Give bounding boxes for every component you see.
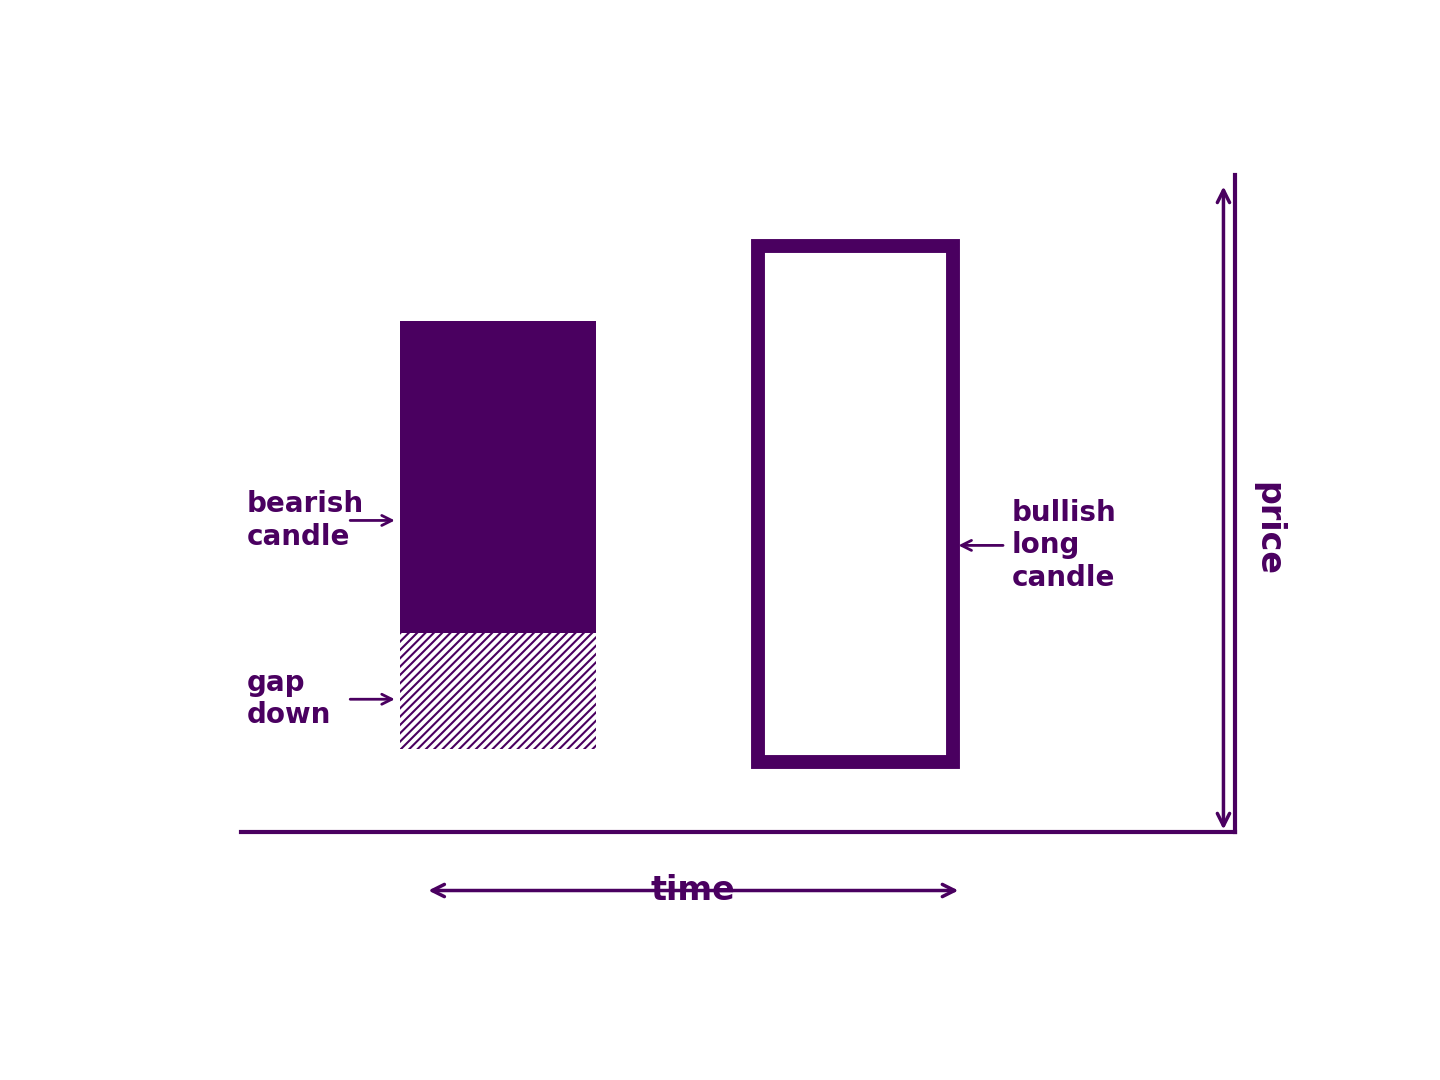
Text: price: price [1251, 482, 1284, 576]
Bar [757, 246, 953, 761]
Text: time: time [651, 874, 736, 907]
Text: bearish
candle: bearish candle [248, 490, 364, 551]
Bar [400, 321, 596, 633]
Text: bullish
long
candle: bullish long candle [1011, 499, 1116, 592]
Bar [400, 633, 596, 750]
Text: gap
down: gap down [248, 669, 331, 729]
